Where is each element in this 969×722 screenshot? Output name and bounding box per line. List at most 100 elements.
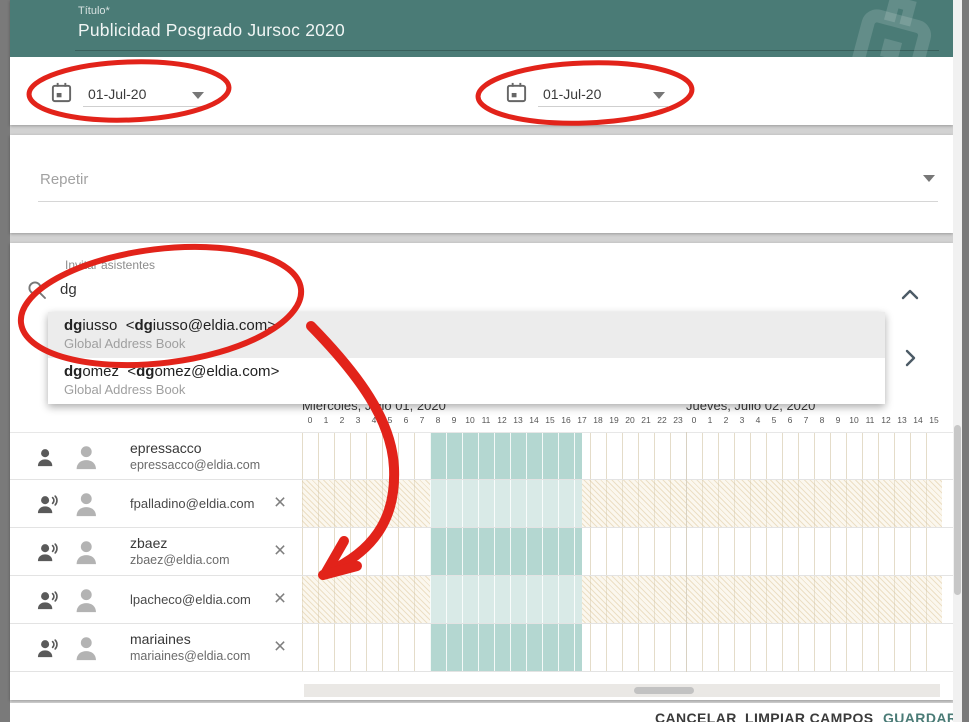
scrollbar-thumb[interactable] [634, 687, 694, 694]
backdrop-left [0, 0, 10, 722]
tag-watermark-icon [851, 0, 932, 57]
end-date-caret-icon[interactable] [653, 92, 665, 99]
hour-tick-label: 20 [625, 415, 635, 425]
remove-attendee-button[interactable]: × [273, 586, 287, 610]
start-date-value[interactable]: 01-Jul-20 [88, 86, 147, 102]
hour-tick-label: 16 [561, 415, 571, 425]
organizer-role-icon [37, 449, 53, 467]
suggestion-source: Global Address Book [64, 336, 186, 351]
freebusy-timeline [302, 624, 942, 671]
end-date-picker[interactable]: 01-Jul-20 [495, 57, 685, 125]
attendee-identity: epressacco epressacco@eldia.com [130, 433, 260, 479]
freebusy-timeline [302, 433, 942, 479]
hour-tick-label: 12 [497, 415, 507, 425]
avatar [76, 541, 96, 565]
hour-tick-label: 8 [435, 415, 441, 425]
hour-tick-label: 3 [739, 415, 745, 425]
attendee-email: lpacheco@eldia.com [130, 591, 251, 607]
repeat-card: Repetir [10, 135, 953, 233]
hour-tick-label: 14 [529, 415, 539, 425]
attendee-email: zbaez@eldia.com [130, 553, 230, 567]
save-button[interactable]: GUARDAR [883, 710, 958, 722]
attendee-name: zbaez [130, 535, 168, 551]
hour-tick-label: 6 [403, 415, 409, 425]
hour-tick-label: 1 [323, 415, 329, 425]
hour-tick-label: 15 [545, 415, 555, 425]
attendee-row: zbaez zbaez@eldia.com × [10, 528, 953, 576]
hour-tick-label: 21 [641, 415, 651, 425]
hour-tick-label: 22 [657, 415, 667, 425]
hour-tick-label: 8 [819, 415, 825, 425]
event-title-input[interactable]: Publicidad Posgrado Jursoc 2020 [78, 20, 345, 40]
attendee-cell: epressacco epressacco@eldia.com [10, 433, 302, 479]
attendee-cell: zbaez zbaez@eldia.com × [10, 528, 302, 575]
attendee-identity: fpalladino@eldia.com [130, 480, 255, 527]
attendee-cell: mariaines mariaines@eldia.com × [10, 624, 302, 671]
hour-tick-label: 10 [465, 415, 475, 425]
page-vertical-scrollbar[interactable] [953, 0, 962, 722]
start-date-picker[interactable]: 01-Jul-20 [40, 57, 230, 125]
suggestion-name-email: dgiusso <dgiusso@eldia.com> [64, 317, 277, 334]
suggestion-source: Global Address Book [64, 382, 186, 397]
hour-tick-label: 10 [849, 415, 859, 425]
repeat-select[interactable]: Repetir [40, 171, 89, 188]
hour-tick-label: 5 [771, 415, 777, 425]
collapse-chevron-up-icon[interactable] [900, 287, 920, 301]
attendee-row: lpacheco@eldia.com × [10, 576, 953, 624]
attendee-role-icon [37, 639, 58, 658]
hour-tick-label: 18 [593, 415, 603, 425]
attendee-name: mariaines [130, 631, 191, 647]
remove-attendee-button[interactable]: × [273, 634, 287, 658]
attendee-email: fpalladino@eldia.com [130, 495, 255, 511]
start-date-caret-icon[interactable] [192, 92, 204, 99]
attendee-email: mariaines@eldia.com [130, 649, 251, 663]
cancel-button[interactable]: CANCELAR [655, 710, 737, 722]
hour-tick-label: 15 [929, 415, 939, 425]
calendar-icon [506, 82, 527, 103]
clear-fields-button[interactable]: LIMPIAR CAMPOS [745, 710, 874, 722]
hour-tick-label: 19 [609, 415, 619, 425]
remove-attendee-button[interactable]: × [273, 538, 287, 562]
freebusy-timeline [302, 480, 942, 527]
suggestion-item[interactable]: dgomez <dgomez@eldia.com> Global Address … [48, 358, 885, 404]
attendee-role-icon [37, 495, 58, 514]
hour-tick-label: 0 [307, 415, 313, 425]
remove-attendee-button[interactable]: × [273, 490, 287, 514]
attendee-identity: zbaez zbaez@eldia.com [130, 528, 230, 575]
hour-tick-label: 13 [513, 415, 523, 425]
scheduler-horizontal-scrollbar[interactable] [304, 684, 940, 697]
end-date-value[interactable]: 01-Jul-20 [543, 86, 602, 102]
hour-tick-label: 11 [865, 415, 875, 425]
hour-tick-label: 11 [481, 415, 491, 425]
scheduler-next-day-chevron-icon[interactable] [903, 348, 917, 368]
hour-tick-label: 4 [755, 415, 761, 425]
hour-tick-label: 12 [881, 415, 891, 425]
suggestion-name-email: dgomez <dgomez@eldia.com> [64, 363, 280, 380]
hour-tick-label: 4 [371, 415, 377, 425]
hour-tick-label: 14 [913, 415, 923, 425]
start-date-underline [83, 106, 213, 107]
hour-tick-label: 2 [723, 415, 729, 425]
repeat-caret-icon[interactable] [923, 175, 935, 182]
backdrop-right [962, 0, 969, 722]
end-date-underline [538, 106, 668, 107]
hour-tick-label: 2 [339, 415, 345, 425]
invite-attendees-label: Invitar asistentes [65, 258, 156, 272]
proposed-event-block [430, 433, 582, 479]
title-underline [75, 50, 939, 51]
attendee-email: epressacco@eldia.com [130, 457, 261, 472]
attendee-role-icon [37, 591, 58, 610]
avatar [76, 637, 96, 661]
attendee-search-input[interactable]: dg [60, 281, 77, 298]
attendee-identity: lpacheco@eldia.com [130, 576, 251, 623]
hour-tick-label: 23 [673, 415, 683, 425]
attendee-identity: mariaines mariaines@eldia.com [130, 624, 250, 671]
attendee-row: mariaines mariaines@eldia.com × [10, 624, 953, 672]
attendee-role-icon [37, 543, 58, 562]
suggestion-item[interactable]: dgiusso <dgiusso@eldia.com> Global Addres… [48, 312, 885, 358]
scrollbar-thumb[interactable] [954, 425, 961, 595]
avatar [76, 589, 96, 613]
scheduler-hour-scale: 0 1 2 3 4 5 6 7 8 9 10 11 12 13 14 15 16 17 18 19 20 21 22 23 0 1… [302, 415, 942, 429]
hour-tick-label: 17 [577, 415, 587, 425]
hour-tick-label: 7 [803, 415, 809, 425]
